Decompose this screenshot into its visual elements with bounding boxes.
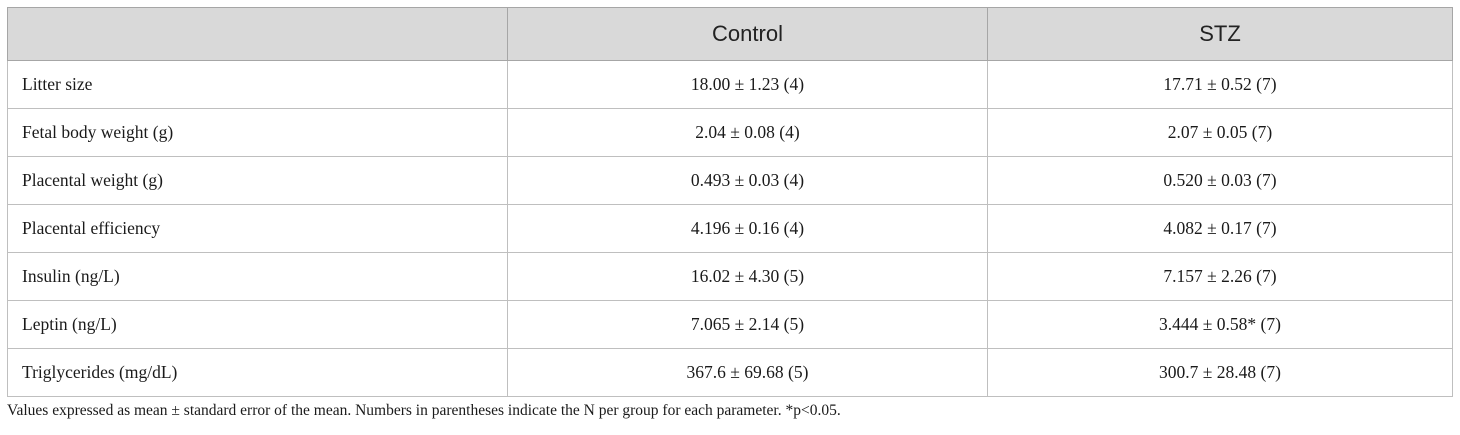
row-control-value: 2.04 ± 0.08 (4) bbox=[507, 108, 988, 157]
row-parameter: Placental weight (g) bbox=[7, 156, 508, 205]
row-parameter: Triglycerides (mg/dL) bbox=[7, 348, 508, 397]
row-stz-value: 0.520 ± 0.03 (7) bbox=[987, 156, 1453, 205]
table-row: Triglycerides (mg/dL) 367.6 ± 69.68 (5) … bbox=[7, 348, 1453, 397]
table-header-row: Control STZ bbox=[7, 7, 1453, 61]
row-parameter: Insulin (ng/L) bbox=[7, 252, 508, 301]
row-control-value: 7.065 ± 2.14 (5) bbox=[507, 300, 988, 349]
row-stz-value: 4.082 ± 0.17 (7) bbox=[987, 204, 1453, 253]
header-parameter bbox=[7, 7, 508, 61]
row-control-value: 4.196 ± 0.16 (4) bbox=[507, 204, 988, 253]
row-stz-value: 7.157 ± 2.26 (7) bbox=[987, 252, 1453, 301]
table-row: Placental efficiency 4.196 ± 0.16 (4) 4.… bbox=[7, 204, 1453, 253]
data-table: Control STZ Litter size 18.00 ± 1.23 (4)… bbox=[7, 7, 1453, 397]
row-control-value: 0.493 ± 0.03 (4) bbox=[507, 156, 988, 205]
row-stz-value: 300.7 ± 28.48 (7) bbox=[987, 348, 1453, 397]
table-row: Placental weight (g) 0.493 ± 0.03 (4) 0.… bbox=[7, 156, 1453, 205]
header-stz: STZ bbox=[987, 7, 1453, 61]
data-table-container: Control STZ Litter size 18.00 ± 1.23 (4)… bbox=[7, 7, 1453, 397]
table-row: Fetal body weight (g) 2.04 ± 0.08 (4) 2.… bbox=[7, 108, 1453, 157]
row-control-value: 16.02 ± 4.30 (5) bbox=[507, 252, 988, 301]
row-stz-value: 2.07 ± 0.05 (7) bbox=[987, 108, 1453, 157]
row-parameter: Fetal body weight (g) bbox=[7, 108, 508, 157]
header-control: Control bbox=[507, 7, 988, 61]
row-stz-value: 17.71 ± 0.52 (7) bbox=[987, 60, 1453, 109]
row-stz-value: 3.444 ± 0.58* (7) bbox=[987, 300, 1453, 349]
row-parameter: Litter size bbox=[7, 60, 508, 109]
row-control-value: 367.6 ± 69.68 (5) bbox=[507, 348, 988, 397]
table-row: Litter size 18.00 ± 1.23 (4) 17.71 ± 0.5… bbox=[7, 60, 1453, 109]
row-control-value: 18.00 ± 1.23 (4) bbox=[507, 60, 988, 109]
table-footnote: Values expressed as mean ± standard erro… bbox=[7, 402, 841, 419]
table-row: Insulin (ng/L) 16.02 ± 4.30 (5) 7.157 ± … bbox=[7, 252, 1453, 301]
row-parameter: Placental efficiency bbox=[7, 204, 508, 253]
row-parameter: Leptin (ng/L) bbox=[7, 300, 508, 349]
table-row: Leptin (ng/L) 7.065 ± 2.14 (5) 3.444 ± 0… bbox=[7, 300, 1453, 349]
